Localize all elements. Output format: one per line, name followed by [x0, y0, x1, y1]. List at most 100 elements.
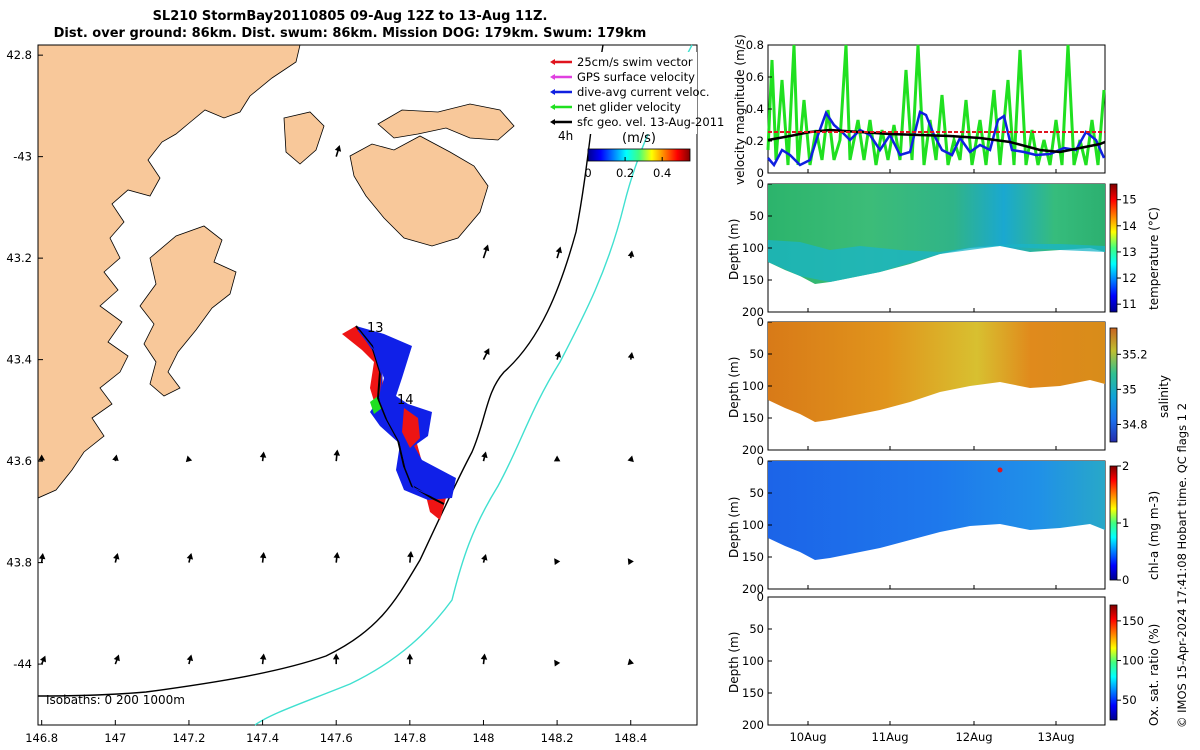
legend-label: net glider velocity [577, 100, 681, 114]
velocity-arrow-head [334, 145, 342, 152]
colorbar-tick-label: 35.2 [1122, 347, 1148, 361]
map-axis-ticks: 146.8 147 147.2 147.4 147.6 147.8 148 148.2 148.… [6, 48, 647, 745]
colorbar-tick-label: 13 [1122, 245, 1137, 259]
panel-y-tick-label: 100 [742, 379, 764, 393]
legend-label: 25cm/s swim vector [577, 55, 693, 69]
panel-y-tick-label: 150 [742, 550, 764, 564]
panel-y-tick-label: 0 [757, 177, 764, 191]
temperature-ylabel: Depth (m) [727, 219, 741, 280]
oxygen-ylabel: Depth (m) [727, 632, 741, 693]
legend-swatch-head [550, 89, 555, 95]
velocity-arrow-head [113, 552, 120, 560]
legend-label: dive-avg current veloc. [577, 85, 710, 99]
chla-panel: 0 50 100 150 200 2 1 0 Depth (m) chl-a (mg m-3) [727, 454, 1161, 596]
colorbar-tick-label: 14 [1122, 219, 1137, 233]
map-x-tick-label: 147.2 [172, 731, 205, 745]
panel-y-tick-label: 0 [757, 454, 764, 468]
velocity-arrow-head [627, 455, 634, 463]
map-y-tick-label: 43.4 [6, 353, 32, 367]
track-label-13: 13 [367, 321, 384, 336]
time-tick-label: 13Aug [1037, 730, 1074, 744]
land-bruny-fragment [283, 111, 325, 165]
isobath-200m [37, 44, 604, 697]
velocity-ylabel: velocity magnitude (m/s) [733, 34, 747, 185]
map-x-tick-label: 146.8 [25, 731, 58, 745]
velocity-arrow-head [259, 551, 267, 559]
velocity-arrow-head [406, 653, 414, 660]
map-area [38, 45, 515, 499]
panel-y-tick-label: 150 [742, 686, 764, 700]
speed-colorbar-tick-label: 0.4 [653, 166, 671, 180]
oxygen-cb-label: Ox. sat. ratio (%) [1147, 624, 1161, 726]
velocity-arrow-head [186, 654, 194, 662]
chla-field [768, 461, 1105, 560]
map-y-tick-label: 43.2 [6, 251, 32, 265]
chla-max-dot [997, 467, 1003, 473]
panel-y-tick-label: 100 [742, 518, 764, 532]
colorbar-tick-label: 15 [1122, 193, 1137, 207]
colorbar-tick-label: 11 [1122, 297, 1137, 311]
map-x-tick-label: 147.6 [320, 731, 353, 745]
temperature-colorbar [1109, 183, 1118, 313]
velocity-y-tick-label: 0.4 [746, 102, 764, 116]
velocity-arrow-head [554, 558, 561, 566]
land-mass [38, 45, 301, 499]
salinity-ylabel: Depth (m) [727, 357, 741, 418]
velocity-arrow-head [627, 351, 635, 359]
panel-y-tick-label: 0 [757, 590, 764, 604]
velocity-arrow-head [39, 655, 46, 663]
panel-y-tick-label: 200 [742, 305, 764, 319]
map-y-tick-label: -43 [13, 150, 32, 164]
colorbar-tick-label: 50 [1122, 693, 1137, 707]
surface-velocity-arrows [38, 145, 635, 667]
velocity-arrow-head [407, 550, 414, 558]
velocity-arrow-head [332, 653, 340, 660]
map-y-tick-label: -44 [13, 657, 32, 671]
time-tick-label: 12Aug [955, 730, 992, 744]
velocity-arrow-head [554, 659, 561, 667]
oxygen-colorbar [1109, 604, 1118, 721]
chla-cb-label: chl-a (mg m-3) [1147, 491, 1161, 580]
velocity-arrow-head [186, 552, 194, 560]
legend-label: sfc geo. vel. 13-Aug-2011 [577, 115, 724, 129]
velocity-y-tick-label: 0 [757, 166, 764, 180]
panel-y-tick-label: 50 [749, 347, 764, 361]
legend-swatch-head [550, 74, 555, 80]
velocity-y-tick-label: 0.8 [746, 38, 764, 52]
colorbar-tick-label: 100 [1122, 654, 1144, 668]
map-y-tick-label: 43.6 [6, 454, 32, 468]
panel-y-tick-label: 200 [742, 718, 764, 732]
land-peninsula-west [139, 225, 237, 397]
salinity-colorbar [1109, 327, 1118, 443]
time-tick-label: 11Aug [871, 730, 908, 744]
legend-swatch-head [550, 104, 555, 110]
track-path-inner [357, 329, 433, 497]
salinity-field [768, 322, 1105, 422]
colorbar-tick-label: 34.8 [1122, 417, 1148, 431]
panel-y-tick-label: 50 [749, 209, 764, 223]
temperature-cool-band [768, 240, 1105, 282]
speed-colorbar-tick-label: 0 [584, 166, 591, 180]
map-x-tick-label: 147.8 [393, 731, 426, 745]
salinity-panel: 0 50 100 150 200 35.2 35 34.8 Depth (m) salinit… [727, 315, 1171, 457]
panel-y-tick-label: 150 [742, 411, 764, 425]
velocity-panel: 0 0.2 0.4 0.6 0.8 velocity magnitude (m/s) [733, 34, 1106, 185]
velocity-arrow-head [483, 244, 490, 252]
time-axis: 10Aug 11Aug 12Aug 13Aug [789, 169, 1075, 744]
velocity-arrow-head [483, 348, 490, 355]
velocity-arrow-head [555, 246, 562, 254]
velocity-arrow-head [627, 250, 635, 257]
track-red-patch-south [402, 408, 420, 448]
temperature-panel: 0 50 100 150 200 15 14 13 12 11 Depth (m) tempera… [727, 177, 1161, 319]
map-axes-box [37, 44, 698, 726]
map-y-tick-label: 42.8 [6, 48, 32, 62]
panel-y-tick-label: 150 [742, 273, 764, 287]
salinity-cb-label: salinity [1157, 375, 1171, 418]
figure-title-line1: SL210 StormBay20110805 09-Aug 12Z to 13-… [152, 9, 548, 24]
legend-label: GPS surface velocity [577, 70, 695, 84]
track-label-14: 14 [397, 393, 414, 408]
chla-ylabel: Depth (m) [727, 497, 741, 558]
colorbar-tick-label: 35 [1122, 382, 1137, 396]
velocity-arrow-head [38, 552, 46, 560]
copyright-text: © IMOS 15-Apr-2024 17:41:08 Hobart time.… [1175, 403, 1189, 728]
